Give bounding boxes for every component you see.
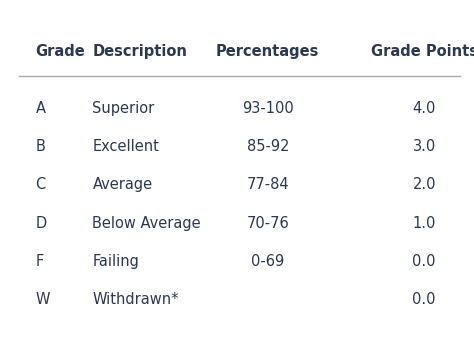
Text: D: D [36, 216, 47, 231]
Text: A: A [36, 101, 46, 116]
Text: 85-92: 85-92 [246, 139, 289, 154]
Text: 93-100: 93-100 [242, 101, 294, 116]
Text: Below Average: Below Average [92, 216, 201, 231]
Text: F: F [36, 254, 44, 269]
Text: 77-84: 77-84 [246, 178, 289, 192]
Text: Grade: Grade [36, 44, 85, 59]
Text: Excellent: Excellent [92, 139, 159, 154]
Text: Average: Average [92, 178, 153, 192]
Text: 1.0: 1.0 [412, 216, 436, 231]
Text: 70-76: 70-76 [246, 216, 289, 231]
Text: 2.0: 2.0 [412, 178, 436, 192]
Text: Percentages: Percentages [216, 44, 319, 59]
Text: 4.0: 4.0 [412, 101, 436, 116]
Text: 0.0: 0.0 [412, 293, 436, 307]
Text: Superior: Superior [92, 101, 155, 116]
Text: B: B [36, 139, 46, 154]
Text: Withdrawn*: Withdrawn* [92, 293, 179, 307]
Text: Description: Description [92, 44, 187, 59]
Text: 0-69: 0-69 [251, 254, 284, 269]
Text: W: W [36, 293, 50, 307]
Text: C: C [36, 178, 46, 192]
Text: 0.0: 0.0 [412, 254, 436, 269]
Text: Grade Points: Grade Points [371, 44, 474, 59]
Text: Failing: Failing [92, 254, 139, 269]
Text: 3.0: 3.0 [412, 139, 436, 154]
